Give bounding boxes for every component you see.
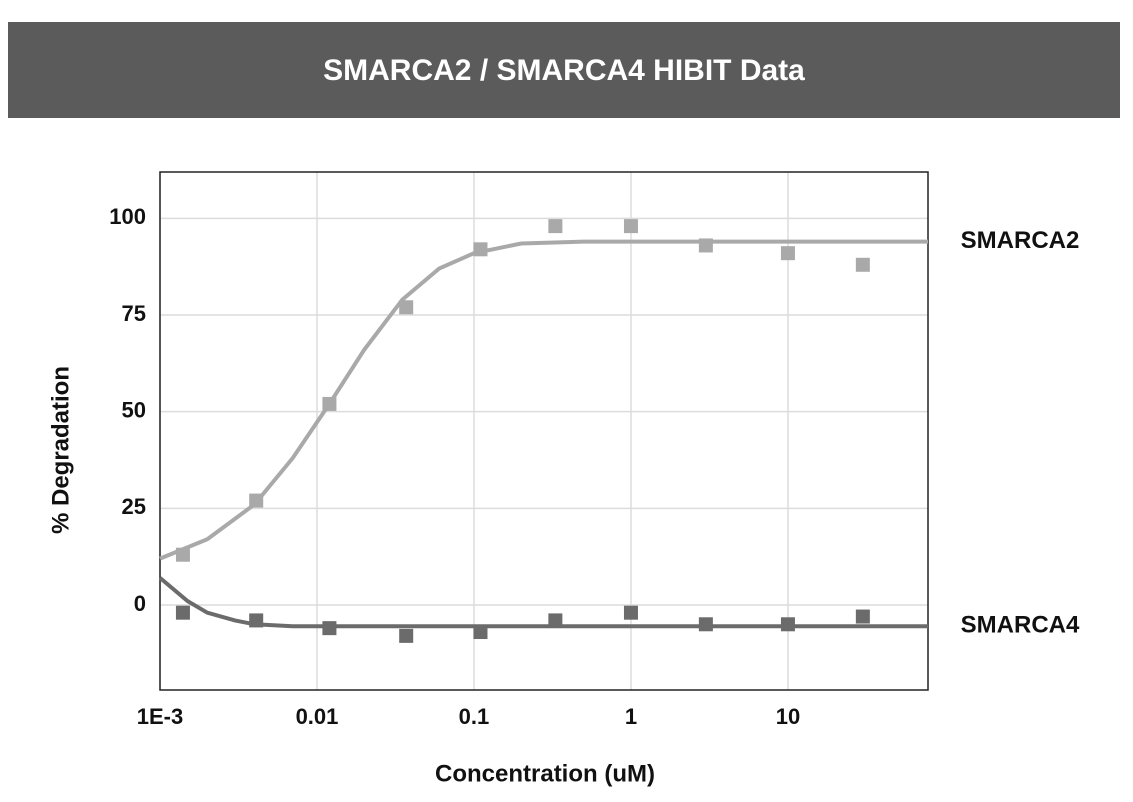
data-point: [249, 493, 264, 508]
x-tick-label: 10: [776, 704, 800, 729]
data-point: [322, 621, 337, 636]
data-point: [249, 613, 264, 628]
data-point: [399, 628, 414, 643]
data-point: [698, 238, 713, 253]
y-tick-label: 75: [122, 301, 146, 326]
data-point: [548, 219, 563, 234]
x-tick-label: 1: [625, 704, 637, 729]
chart-title: SMARCA2 / SMARCA4 HIBIT Data: [323, 54, 805, 87]
data-point: [623, 219, 638, 234]
data-point: [855, 257, 870, 272]
data-point: [175, 605, 190, 620]
x-tick-label: 1E-3: [137, 704, 183, 729]
plot-frame: [159, 171, 929, 691]
data-point: [473, 625, 488, 640]
data-point: [855, 609, 870, 624]
header-bar: [8, 22, 1120, 118]
series-label: SMARCA2: [961, 227, 1080, 254]
data-point: [780, 246, 795, 261]
y-tick-label: 50: [122, 397, 146, 422]
data-point: [780, 617, 795, 632]
data-point: [548, 613, 563, 628]
y-tick-label: 25: [122, 494, 146, 519]
x-axis-label: Concentration (uM): [435, 760, 655, 787]
data-point: [322, 396, 337, 411]
y-tick-label: 0: [134, 591, 146, 616]
data-point: [473, 242, 488, 257]
data-point: [175, 547, 190, 562]
y-axis-label: % Degradation: [47, 366, 74, 534]
plot-area: [160, 172, 928, 690]
data-point: [698, 617, 713, 632]
data-point: [399, 300, 414, 315]
data-point: [623, 605, 638, 620]
x-tick-label: 0.01: [296, 704, 339, 729]
fit-curve: [158, 576, 928, 629]
y-tick-label: 100: [109, 204, 146, 229]
series-label: SMARCA4: [961, 612, 1080, 639]
x-tick-label: 0.1: [459, 704, 490, 729]
